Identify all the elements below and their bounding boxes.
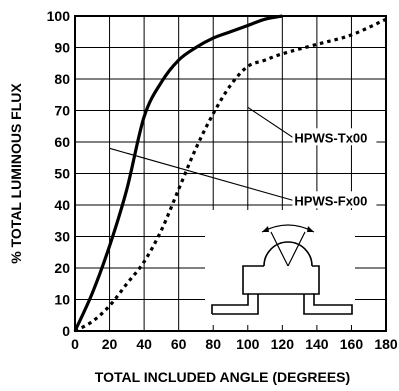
beam-edge-left xyxy=(270,231,289,267)
y-tick-label-80: 80 xyxy=(54,71,70,87)
y-tick-label-0: 0 xyxy=(62,323,70,339)
series-line-HPWS-Tx00 xyxy=(73,14,283,332)
x-tick-label-40: 40 xyxy=(136,336,152,352)
led-package-outline-3 xyxy=(212,294,259,315)
callout-leader-1 xyxy=(109,147,293,201)
series-line-HPWS-Fx00 xyxy=(74,17,387,333)
tick-labels: 0 20 40 60 80 100 120 140 160 180 0 10 20 30 40 50 60 70 8… xyxy=(47,8,398,352)
callout-label-HPWS-Fx00: HPWS-Fx00 xyxy=(294,193,367,208)
x-tick-label-100: 100 xyxy=(236,336,260,352)
led-package-outline-2 xyxy=(303,265,353,315)
x-axis-title: TOTAL INCLUDED ANGLE (DEGREES) xyxy=(95,369,350,385)
x-tick-label-180: 180 xyxy=(374,336,398,352)
callout-label-bg-1 xyxy=(292,191,377,209)
led-package-outline-1 xyxy=(263,241,313,267)
callout-leader-0 xyxy=(247,106,294,138)
x-tick-label-20: 20 xyxy=(102,336,118,352)
x-tick-label-60: 60 xyxy=(171,336,187,352)
x-tick-label-0: 0 xyxy=(71,336,79,352)
angle-arrow-right xyxy=(307,226,314,232)
inset-background xyxy=(205,210,355,325)
led-package-viewing-angle-icon xyxy=(205,210,355,325)
x-tick-label-140: 140 xyxy=(305,336,329,352)
plot-frame xyxy=(74,15,387,332)
callouts: HPWS-Tx00 HPWS-Fx00 xyxy=(109,106,377,209)
series-group xyxy=(73,14,387,333)
y-axis-title: % TOTAL LUMINOUS FLUX xyxy=(8,83,24,264)
x-tick-label-160: 160 xyxy=(340,336,364,352)
y-tick-label-10: 10 xyxy=(54,292,70,308)
y-tick-label-40: 40 xyxy=(54,197,70,213)
y-tick-label-20: 20 xyxy=(54,260,70,276)
y-tick-label-100: 100 xyxy=(47,8,71,24)
x-tick-label-80: 80 xyxy=(205,336,221,352)
y-tick-label-50: 50 xyxy=(54,166,70,182)
y-tick-label-60: 60 xyxy=(54,134,70,150)
angle-arrow-left xyxy=(262,226,269,232)
y-tick-label-30: 30 xyxy=(54,229,70,245)
y-tick-label-90: 90 xyxy=(54,40,70,56)
callout-label-bg-0 xyxy=(292,128,377,146)
x-tick-label-120: 120 xyxy=(271,336,295,352)
callout-label-HPWS-Tx00: HPWS-Tx00 xyxy=(294,130,367,145)
beam-edge-right xyxy=(287,231,306,267)
y-tick-label-70: 70 xyxy=(54,103,70,119)
